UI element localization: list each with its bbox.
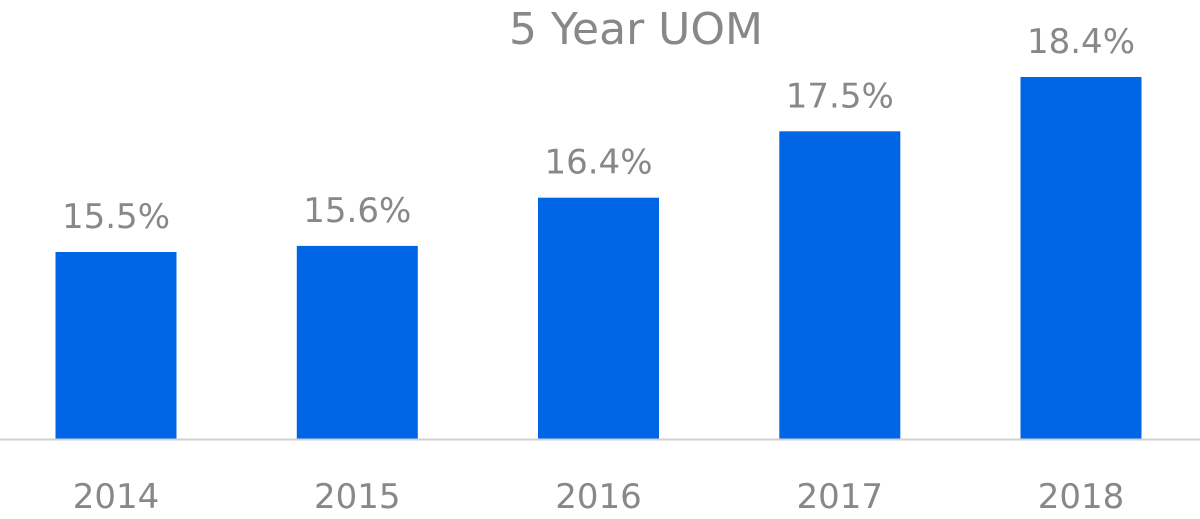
data-label-2015: 15.6% [303, 191, 411, 231]
x-tick-label-2017: 2017 [797, 477, 884, 515]
data-label-2016: 16.4% [544, 143, 652, 183]
labels-group: 15.5% 2014 15.6% 2015 16.4% 2016 17.5% 2017 18.4… [62, 22, 1135, 517]
data-label-2018: 18.4% [1027, 22, 1135, 62]
bars-group [55, 77, 1142, 440]
x-tick-label-2016: 2016 [555, 477, 642, 515]
chart-title: 5 Year UOM [509, 4, 763, 55]
x-tick-label-2015: 2015 [314, 477, 401, 515]
bar-2015 [296, 245, 418, 439]
data-label-2014: 15.5% [62, 197, 170, 237]
data-label-2017: 17.5% [786, 76, 894, 116]
x-tick-label-2014: 2014 [73, 477, 160, 515]
bar-2016 [538, 197, 659, 439]
bar-2014 [55, 252, 177, 439]
bar-2018 [1020, 77, 1142, 439]
x-tick-label-2018: 2018 [1038, 477, 1125, 515]
bar-2017 [779, 131, 901, 440]
